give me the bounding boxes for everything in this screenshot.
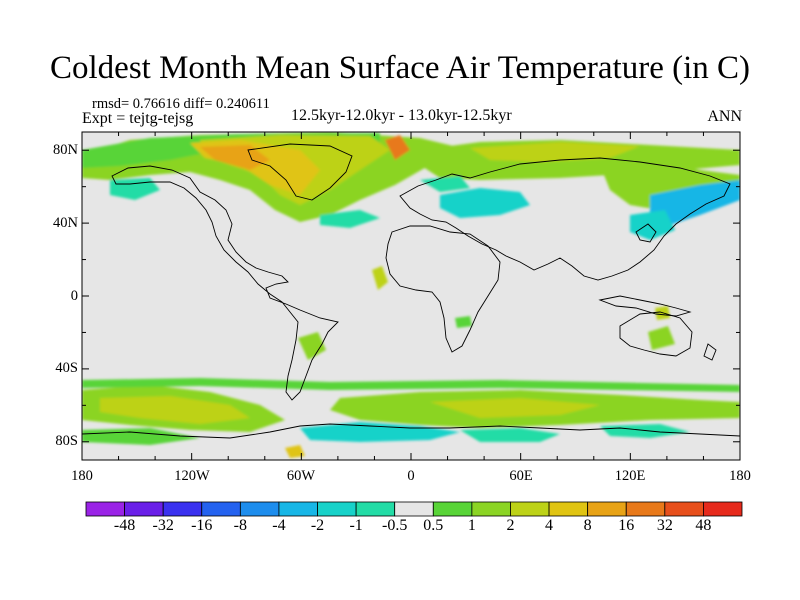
lon-label-60e: 60E <box>509 468 533 484</box>
antarctic-peninsula-anomaly <box>285 445 305 458</box>
chart-title: Coldest Month Mean Surface Air Temperatu… <box>50 50 750 86</box>
southern-ocean-east-yellow <box>430 398 600 418</box>
eurasia-coastline <box>399 157 731 281</box>
colorbar-label: 4 <box>545 517 554 534</box>
lat-label-40n: 40N <box>53 215 78 231</box>
americas-coastline <box>111 165 339 401</box>
lon-label-120w: 120W <box>174 468 210 484</box>
europe-cooling-anomaly <box>440 188 530 218</box>
colorbar-swatch <box>162 501 203 517</box>
season-label: ANN <box>707 108 742 125</box>
colorbar-swatch <box>124 501 164 517</box>
lat-label-0: 0 <box>70 288 78 304</box>
west-africa-anomaly <box>372 266 388 290</box>
lon-label-120e: 120E <box>614 468 646 484</box>
colorbar-label: -32 <box>152 517 174 534</box>
africa-small-anomaly <box>455 316 472 328</box>
colorbar-label: 48 <box>695 517 712 534</box>
indonesia-coastline <box>598 295 692 317</box>
east-antarctic-cooling-anomaly <box>460 428 560 442</box>
lat-label-80n: 80N <box>53 142 78 158</box>
experiment-label: Expt = tejtg-tejsg <box>82 110 194 127</box>
colorbar-swatch <box>317 501 357 517</box>
southern-ocean-west-yellow <box>100 396 250 424</box>
colorbar-swatch <box>471 501 511 517</box>
scandinavia-cooling-anomaly <box>420 176 470 192</box>
antarctic-west-anomaly <box>82 428 200 445</box>
lon-label-180e: 180 <box>729 468 751 484</box>
lon-label-0: 0 <box>407 468 415 484</box>
atlantic-cooling-anomaly <box>320 210 380 228</box>
siberia-yellow-anomaly <box>470 142 640 162</box>
antarctica-coastline <box>82 423 740 439</box>
colorbar-swatch <box>664 501 704 517</box>
colorbar-swatch <box>625 501 666 517</box>
colorbar-swatch <box>201 501 241 517</box>
colorbar-label: 1 <box>467 517 476 534</box>
greenland-coastline <box>247 143 353 201</box>
colorbar-swatch <box>278 501 318 517</box>
pacific-cooling-anomaly <box>650 180 740 225</box>
lat-label-80s: 80S <box>55 433 78 449</box>
lon-label-60w: 60W <box>286 468 316 484</box>
australia-coastline <box>619 311 693 357</box>
arctic-canada-hot-anomaly <box>200 145 270 170</box>
colorbar-swatch <box>432 501 473 517</box>
colorbar-label: 32 <box>656 517 673 534</box>
colorbar-swatch <box>587 501 627 517</box>
colorbar-swatch <box>355 501 396 517</box>
southern-ocean-band <box>82 378 740 392</box>
colorbar-label: -16 <box>191 517 213 534</box>
colorbar <box>85 501 743 517</box>
africa-coastline <box>385 225 501 353</box>
weddell-cooling-anomaly <box>300 422 460 442</box>
australia-anomaly <box>648 326 675 350</box>
colorbar-label: -48 <box>113 517 136 534</box>
lat-label-40s: 40S <box>55 360 78 376</box>
colorbar-swatch <box>394 501 434 517</box>
new-zealand-coastline <box>703 343 717 361</box>
colorbar-label: -0.5 <box>382 517 408 534</box>
colorbar-label: -1 <box>349 517 363 534</box>
colorbar-swatch <box>703 501 743 517</box>
ross-cooling-anomaly <box>600 424 690 438</box>
japan-coastline <box>635 223 657 243</box>
colorbar-label: 2 <box>506 517 515 534</box>
colorbar-swatch <box>510 501 550 517</box>
svalbard-hot-anomaly <box>385 135 410 160</box>
colorbar-label: 8 <box>583 517 592 534</box>
axis-ticks <box>81 132 741 460</box>
colorbar-swatch <box>239 501 280 517</box>
map-plot-area <box>82 132 740 460</box>
colorbar-label: -8 <box>233 517 248 534</box>
colorbar-swatch <box>85 501 125 517</box>
colorbar-label: 0.5 <box>423 517 444 534</box>
colorbar-swatch <box>548 501 589 517</box>
colorbar-label: -4 <box>272 517 286 534</box>
japan-cooling-anomaly <box>630 210 675 240</box>
rmsd-diff-stats: rmsd= 0.76616 diff= 0.240611 <box>92 96 270 112</box>
coastlines <box>82 143 740 439</box>
alaska-cooling-anomaly <box>110 178 160 200</box>
period-label: 12.5kyr-12.0kyr - 13.0kyr-12.5kyr <box>291 107 512 124</box>
south-america-anomaly <box>298 332 326 360</box>
lon-label-180w: 180 <box>71 468 93 484</box>
anomaly-fields <box>82 132 740 458</box>
colorbar-label: 16 <box>618 517 635 534</box>
colorbar-label: -2 <box>310 517 325 534</box>
